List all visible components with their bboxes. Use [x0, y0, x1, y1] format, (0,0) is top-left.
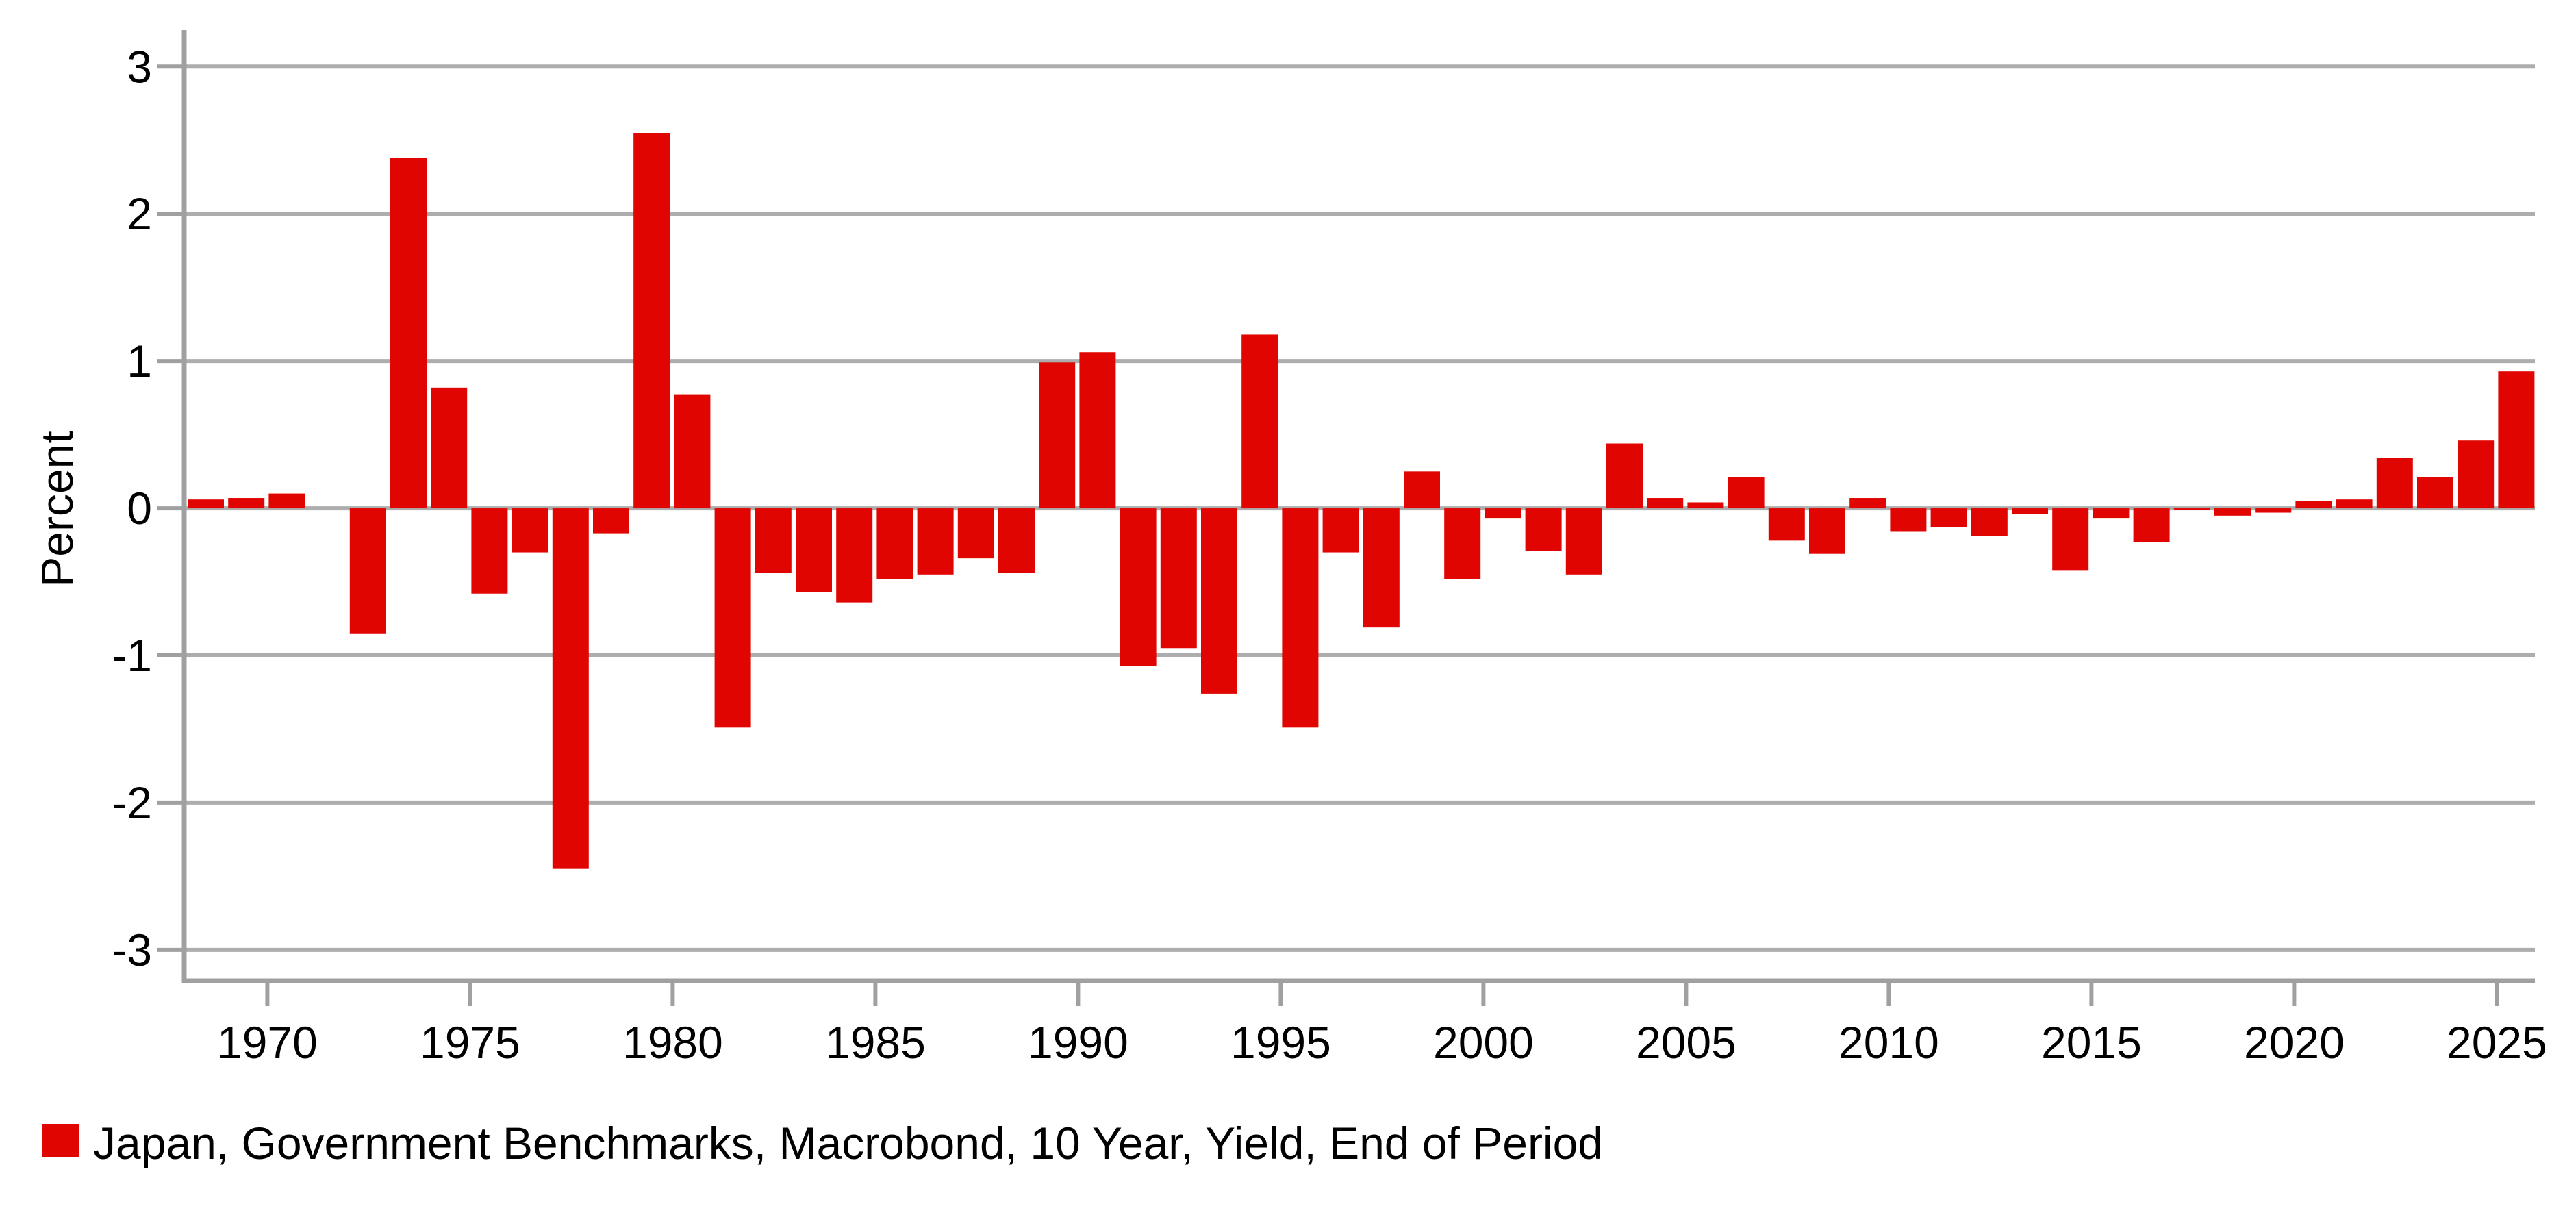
bar-1999: [1444, 508, 1481, 579]
axes: [157, 30, 2535, 1006]
bar-1993: [1201, 508, 1237, 694]
y-tick-label: 0: [127, 483, 152, 534]
bar-2020: [2295, 501, 2332, 509]
bar-1968: [188, 499, 224, 509]
bar-1969: [228, 498, 265, 509]
legend: Japan, Government Benchmarks, Macrobond,…: [42, 1118, 1603, 1168]
bar-1977: [552, 508, 589, 869]
x-tick-label: 2020: [2244, 1017, 2345, 1068]
y-tick-label: -2: [112, 777, 152, 828]
x-tick-label: 1975: [420, 1017, 520, 1068]
bars: [188, 133, 2535, 869]
x-tick-label: 2010: [1839, 1017, 1939, 1068]
bar-1996: [1322, 508, 1359, 553]
bar-2011: [1930, 508, 1967, 528]
bar-1974: [431, 387, 468, 509]
bar-2002: [1565, 508, 1602, 575]
bar-2000: [1485, 508, 1521, 519]
bar-2021: [2336, 499, 2373, 509]
bar-1994: [1241, 334, 1278, 509]
bar-2023: [2417, 477, 2453, 509]
axis-labels: 3 2 1 0 -1 -2 -3 1970 1975 1980 1985 1990 1995 2000 20…: [112, 41, 2547, 1068]
bar-2013: [2012, 508, 2048, 514]
bar-2008: [1809, 508, 1845, 554]
bar-1997: [1363, 508, 1400, 628]
bar-1981: [714, 508, 751, 728]
bar-2016: [2133, 508, 2170, 542]
x-tick-label: 1985: [825, 1017, 926, 1068]
bar-2003: [1606, 443, 1643, 509]
bar-1986: [917, 508, 954, 575]
bar-1975: [471, 508, 508, 594]
legend-label: Japan, Government Benchmarks, Macrobond,…: [93, 1118, 1603, 1168]
y-tick-label: 1: [127, 336, 152, 386]
bar-1979: [633, 133, 670, 509]
bar-1976: [512, 508, 548, 553]
bar-1980: [674, 394, 711, 509]
bar-1970: [268, 493, 305, 509]
y-tick-label: 2: [127, 188, 152, 239]
x-tick-label: 2000: [1433, 1017, 1534, 1068]
bar-2014: [2052, 508, 2089, 571]
bar-1998: [1404, 471, 1440, 509]
bar-1988: [998, 508, 1035, 573]
bar-2018: [2214, 508, 2251, 516]
x-tick-label: 1970: [217, 1017, 318, 1068]
bar-1989: [1039, 362, 1076, 509]
bar-1983: [796, 508, 832, 592]
bar-2010: [1890, 508, 1927, 532]
x-tick-label: 1990: [1028, 1017, 1128, 1068]
bar-1992: [1160, 508, 1197, 649]
bar-1991: [1120, 508, 1157, 666]
y-tick-label: -3: [112, 925, 152, 975]
y-axis-title: Percent: [31, 431, 82, 586]
bar-1985: [876, 508, 913, 579]
bar-1972: [349, 508, 386, 634]
bar-2017: [2173, 508, 2210, 510]
bar-2009: [1849, 498, 1886, 509]
bar-1990: [1079, 352, 1116, 509]
x-tick-label: 1995: [1230, 1017, 1331, 1068]
y-tick-label: -1: [112, 630, 152, 681]
bar-2025: [2498, 371, 2535, 509]
x-tick-label: 2015: [2041, 1017, 2142, 1068]
bar-2004: [1647, 498, 1684, 509]
bar-2001: [1525, 508, 1562, 551]
bar-2015: [2093, 508, 2130, 519]
bar-1973: [390, 158, 427, 509]
bar-1987: [957, 508, 994, 559]
x-tick-label: 2025: [2447, 1017, 2547, 1068]
x-tick-label: 1980: [622, 1017, 723, 1068]
bar-2012: [1971, 508, 2008, 536]
bar-2006: [1728, 477, 1765, 509]
bar-1995: [1282, 508, 1319, 728]
x-tick-label: 2005: [1636, 1017, 1737, 1068]
bar-1978: [593, 508, 629, 534]
legend-swatch-icon: [42, 1124, 79, 1157]
bar-2024: [2458, 440, 2495, 509]
bar-2005: [1687, 502, 1724, 509]
bar-1982: [755, 508, 792, 573]
bar-2022: [2376, 458, 2413, 509]
bar-1984: [836, 508, 873, 603]
y-tick-label: 3: [127, 41, 152, 92]
bar-2019: [2255, 508, 2292, 513]
bar-2007: [1768, 508, 1805, 541]
